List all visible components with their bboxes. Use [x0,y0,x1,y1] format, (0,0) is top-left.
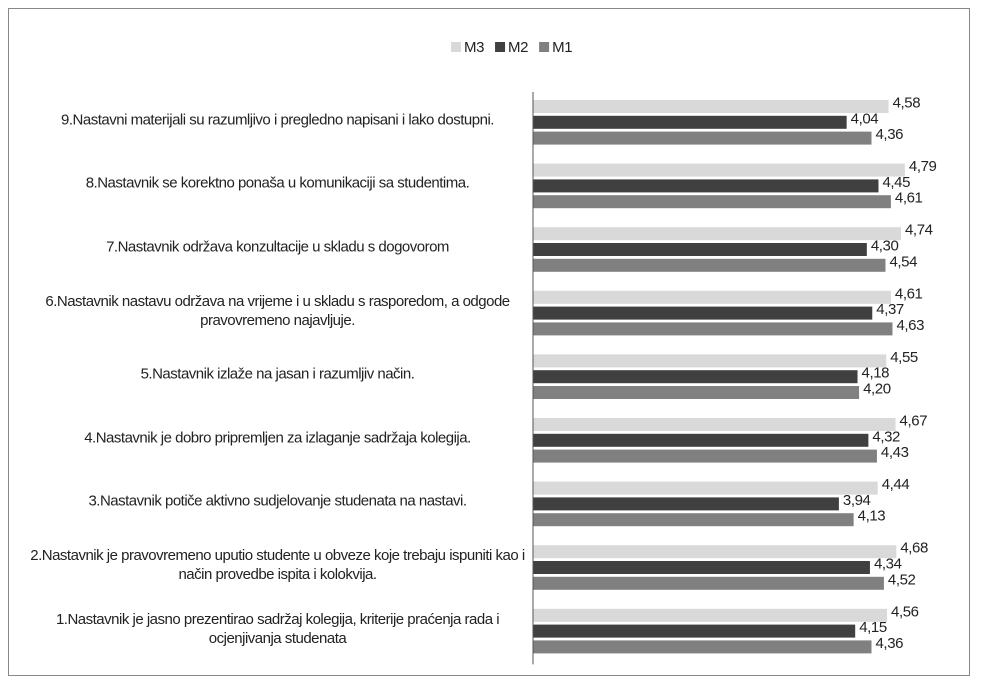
value-label: 4,79 [909,158,937,175]
bar [533,100,889,113]
value-label: 4,04 [851,110,879,127]
bar [533,418,896,431]
value-label: 4,67 [900,412,928,429]
bar [533,131,872,145]
value-label: 4,18 [862,365,890,382]
legend-swatch [495,42,506,52]
value-label: 4,36 [875,126,903,143]
value-label: 4,74 [905,222,933,239]
bar [533,306,873,320]
bar [533,561,870,574]
value-label: 4,32 [872,428,900,445]
legend-swatch [451,42,461,52]
value-label: 4,43 [881,444,909,461]
category-label: 9.Nastavni materijali su razumljivo i pr… [61,111,494,129]
bar [533,115,847,129]
bar [533,370,858,384]
bar [533,195,891,209]
category-label: 5.Nastavnik izlaže na jasan i razumljiv … [140,365,415,383]
chart-frame [8,8,970,676]
value-label: 4,20 [863,380,891,397]
bar [533,497,839,511]
value-label: 3,94 [843,492,871,509]
bar [533,545,897,559]
legend-label: M2 [508,39,528,56]
value-label: 4,58 [893,94,921,111]
bar [533,354,887,368]
value-label: 4,44 [882,476,910,493]
value-label: 4,61 [895,190,923,207]
legend-label: M3 [464,39,484,56]
category-label: 4.Nastavnik je dobro pripremljen za izla… [84,429,471,447]
category-label: 2.Nastavnik je pravovremeno uputio stude… [30,546,525,583]
value-label: 4,56 [891,603,919,620]
value-label: 4,15 [859,619,887,636]
bar [533,624,856,638]
value-label: 4,36 [875,635,903,652]
bar [533,163,905,177]
category-label: 8.Nastavnik se korektno ponaša u komunik… [85,174,470,192]
value-label: 4,37 [876,301,904,318]
value-label: 4,30 [871,237,899,254]
category-label: 6.Nastavnik nastavu održava na vrijeme i… [45,292,510,329]
legend-label: M1 [552,39,572,56]
legend-swatch [539,42,550,52]
category-label: 3.Nastavnik potiče aktivno sudjelovanje … [88,492,467,510]
bar [533,258,886,272]
value-label: 4,52 [888,571,916,588]
bar [533,449,877,463]
bar [533,576,884,590]
bar [533,481,878,495]
value-label: 4,61 [895,285,923,302]
bar [533,608,888,622]
bar [533,227,901,241]
value-label: 4,45 [882,174,910,191]
value-label: 4,13 [858,508,886,525]
bar [533,290,891,304]
bar [533,640,872,654]
value-label: 4,68 [900,540,928,557]
bar [533,243,867,256]
bar [533,179,879,193]
value-label: 4,34 [874,555,902,572]
bar [533,386,860,399]
bar [533,433,869,447]
value-label: 4,54 [889,253,917,270]
bar [533,322,893,336]
bar [533,513,854,527]
category-label: 1.Nastavnik je jasno prezentirao sadržaj… [55,610,500,647]
value-label: 4,55 [890,349,918,366]
category-label: 7.Nastavnik održava konzultacije u sklad… [106,238,449,256]
value-label: 4,63 [896,317,924,334]
